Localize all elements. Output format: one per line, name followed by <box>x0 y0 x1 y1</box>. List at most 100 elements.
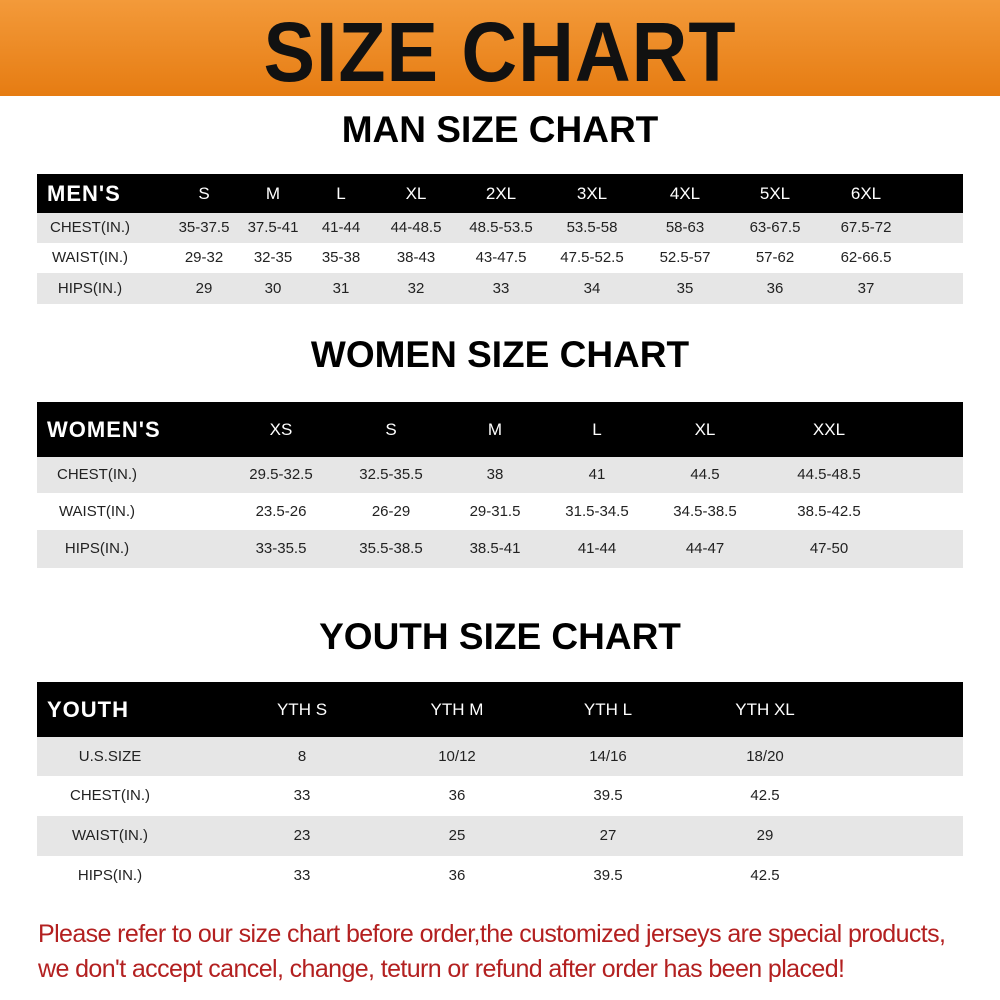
measurement-cell: 33 <box>293 787 311 804</box>
measurement-cell: 39.5 <box>593 867 623 884</box>
measurement-cell: 31 <box>332 280 350 297</box>
measurement-cell: 62-66.5 <box>840 249 892 266</box>
measurement-cell: 29-32 <box>184 249 224 266</box>
notice-line-1: Please refer to our size chart before or… <box>38 920 946 948</box>
table-heading: MEN'S <box>47 181 121 206</box>
size-header: XL <box>694 420 716 439</box>
notice-line-2: we don't accept cancel, change, teturn o… <box>38 955 845 983</box>
size-header: YTH S <box>276 700 328 719</box>
measurement-cell: 43-47.5 <box>475 249 527 266</box>
measurement-cell: 42.5 <box>750 787 780 804</box>
youth-size-table: YOUTH YTH S YTH M YTH L YTH XL U.S.SIZE 8 10/12… <box>37 682 963 896</box>
table-row: WAIST(IN.) 29-32 32-35 35-38 38-43 43-47.5 47.… <box>37 243 963 273</box>
measurement-cell: 63-67.5 <box>749 219 801 236</box>
header-row: WOMEN'S XS S M L XL XXL <box>37 402 963 457</box>
measurement-cell: 37.5-41 <box>247 219 299 236</box>
measurement-cell: 41-44 <box>577 540 617 557</box>
measurement-cell: 23.5-26 <box>255 503 307 520</box>
measurement-cell: 25 <box>448 827 466 844</box>
measurement-cell: 38.5-42.5 <box>797 503 861 520</box>
size-header: 4XL <box>669 184 701 203</box>
measurement-cell: 57-62 <box>755 249 795 266</box>
table-row: HIPS(IN.) 29 30 31 32 33 34 35 36 37 <box>37 273 963 304</box>
measurement-cell: 41-44 <box>321 219 361 236</box>
size-header: M <box>265 184 281 203</box>
measurement-cell: 36 <box>448 787 466 804</box>
measurement-cell: 33-35.5 <box>255 540 307 557</box>
size-header: S <box>198 184 210 203</box>
row-label: HIPS(IN.) <box>77 867 143 884</box>
row-label: WAIST(IN.) <box>71 827 149 844</box>
size-header: L <box>592 420 602 439</box>
measurement-cell: 34.5-38.5 <box>673 503 737 520</box>
measurement-cell: 32.5-35.5 <box>359 466 423 483</box>
measurement-cell: 30 <box>264 280 282 297</box>
row-label: WAIST(IN.) <box>58 503 136 520</box>
table-row: CHEST(IN.) 29.5-32.5 32.5-35.5 38 41 44.5 44.5… <box>37 457 963 493</box>
table-heading: WOMEN'S <box>47 417 161 442</box>
measurement-cell: 36 <box>448 867 466 884</box>
table-row: CHEST(IN.) 35-37.5 37.5-41 41-44 44-48.5 48.5… <box>37 213 963 243</box>
measurement-cell: 8 <box>297 748 307 765</box>
measurement-cell: 44-48.5 <box>390 219 442 236</box>
size-header: 3XL <box>576 184 608 203</box>
measurement-cell: 44-47 <box>685 540 725 557</box>
measurement-cell: 35 <box>676 280 694 297</box>
measurement-cell: 58-63 <box>665 219 705 236</box>
size-header: L <box>336 184 346 203</box>
table-row: HIPS(IN.) 33 36 39.5 42.5 <box>37 856 963 896</box>
size-header: XXL <box>812 420 846 439</box>
measurement-cell: 29 <box>195 280 213 297</box>
measurement-cell: 34 <box>583 280 601 297</box>
row-label: CHEST(IN.) <box>50 219 130 236</box>
men-size-table: MEN'S S M L XL 2XL 3XL 4XL 5XL 6XL CHEST(IN.) 35-37… <box>37 174 963 304</box>
table-row: CHEST(IN.) 33 36 39.5 42.5 <box>37 776 963 816</box>
row-label: HIPS(IN.) <box>57 280 123 297</box>
table-heading: YOUTH <box>47 697 129 722</box>
measurement-cell: 33 <box>492 280 510 297</box>
measurement-cell: 38 <box>486 466 504 483</box>
measurement-cell: 32 <box>407 280 425 297</box>
measurement-cell: 39.5 <box>593 787 623 804</box>
measurement-cell: 29.5-32.5 <box>249 466 313 483</box>
measurement-cell: 37 <box>857 280 875 297</box>
header-row: MEN'S S M L XL 2XL 3XL 4XL 5XL 6XL <box>37 174 963 213</box>
size-header: XL <box>405 184 427 203</box>
measurement-cell: 14/16 <box>589 748 627 765</box>
men-section-title: MAN SIZE CHART <box>341 109 659 150</box>
size-header: M <box>487 420 503 439</box>
title-banner: SIZE CHART <box>0 0 1000 99</box>
page-title: SIZE CHART <box>263 5 737 99</box>
measurement-cell: 47.5-52.5 <box>560 249 624 266</box>
measurement-cell: 18/20 <box>746 748 784 765</box>
size-header: XS <box>269 420 293 439</box>
measurement-cell: 35-38 <box>321 249 361 266</box>
size-header: 5XL <box>759 184 791 203</box>
row-label: CHEST(IN.) <box>57 466 137 483</box>
table-row: HIPS(IN.) 33-35.5 35.5-38.5 38.5-41 41-44 44-… <box>37 530 963 568</box>
measurement-cell: 38-43 <box>396 249 436 266</box>
measurement-cell: 44.5-48.5 <box>797 466 861 483</box>
measurement-cell: 35-37.5 <box>178 219 230 236</box>
size-header: S <box>385 420 397 439</box>
measurement-cell: 44.5 <box>690 466 720 483</box>
size-header: 6XL <box>850 184 882 203</box>
measurement-cell: 42.5 <box>750 867 780 884</box>
measurement-cell: 47-50 <box>809 540 849 557</box>
measurement-cell: 26-29 <box>371 503 411 520</box>
size-header: 2XL <box>485 184 517 203</box>
measurement-cell: 23 <box>293 827 311 844</box>
measurement-cell: 10/12 <box>438 748 476 765</box>
measurement-cell: 36 <box>766 280 784 297</box>
table-row: WAIST(IN.) 23.5-26 26-29 29-31.5 31.5-34.5 34… <box>37 493 963 530</box>
size-header: YTH M <box>430 700 484 719</box>
size-header: YTH XL <box>735 700 795 719</box>
row-label: HIPS(IN.) <box>64 540 130 557</box>
measurement-cell: 33 <box>293 867 311 884</box>
size-header: YTH L <box>583 700 633 719</box>
measurement-cell: 29 <box>756 827 774 844</box>
row-label: CHEST(IN.) <box>70 787 150 804</box>
measurement-cell: 67.5-72 <box>840 219 892 236</box>
measurement-cell: 29-31.5 <box>469 503 521 520</box>
